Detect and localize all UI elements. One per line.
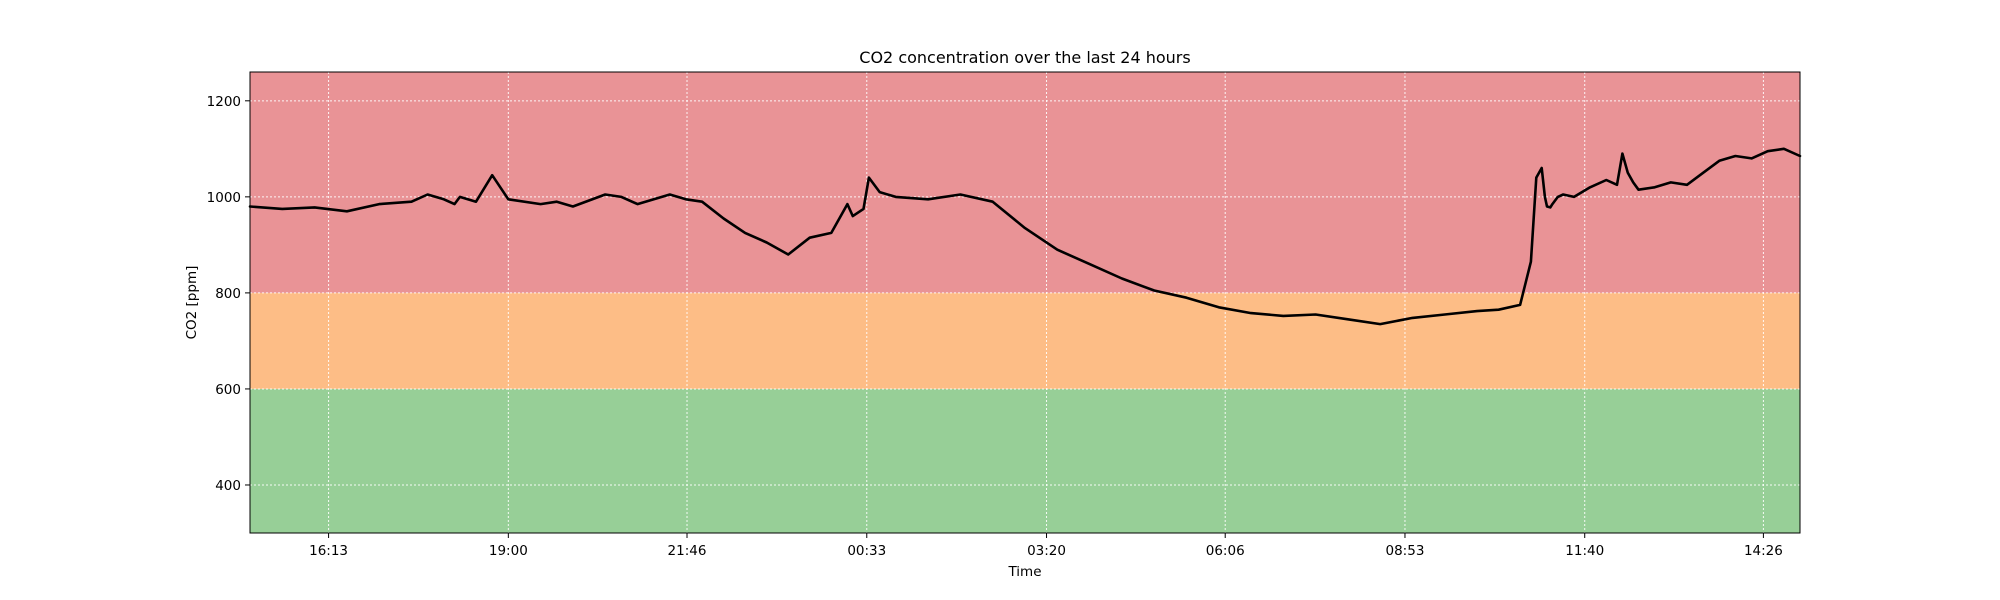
threshold-band-2 (250, 72, 1800, 293)
chart-title: CO2 concentration over the last 24 hours (859, 48, 1190, 67)
x-tick-label: 16:13 (309, 543, 348, 559)
y-tick-label: 400 (215, 478, 241, 494)
y-tick-label: 1200 (207, 94, 241, 110)
y-tick-label: 600 (215, 382, 241, 398)
x-tick-label: 19:00 (489, 543, 528, 559)
x-tick-label: 21:46 (668, 543, 707, 559)
x-tick-label: 11:40 (1565, 543, 1604, 559)
co2-series-line (248, 147, 1802, 326)
y-axis-label: CO2 [ppm] (184, 266, 200, 340)
x-tick-label: 03:20 (1027, 543, 1066, 559)
threshold-band-0 (250, 388, 1800, 533)
x-tick-label: 06:06 (1206, 543, 1245, 559)
threshold-band-1 (250, 292, 1800, 389)
x-tick-label: 14:26 (1744, 543, 1783, 559)
grid-lines (250, 72, 1800, 533)
x-axis-label: Time (1007, 564, 1041, 580)
plot-frame (249, 71, 1801, 534)
x-tick-label: 08:53 (1386, 543, 1425, 559)
x-axis-ticks: 16:13 19:00 21:46 00:33 03:20 06:06 08:53 11:40… (309, 533, 1783, 559)
y-axis-ticks: 400 600 800 1000 1200 (207, 94, 250, 494)
y-tick-label: 1000 (207, 190, 241, 206)
threshold-bands (250, 72, 1800, 533)
line-layer (248, 147, 1802, 326)
x-tick-label: 00:33 (847, 543, 886, 559)
y-tick-label: 800 (215, 286, 241, 302)
